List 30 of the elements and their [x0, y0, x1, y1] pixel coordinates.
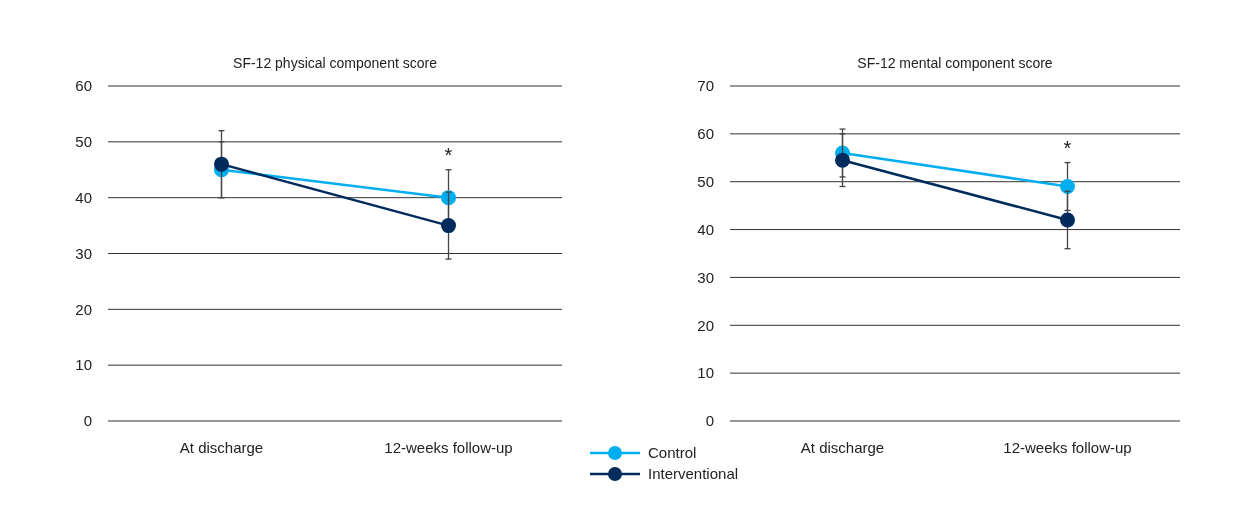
annotation: * [444, 143, 453, 166]
y-tick-label: 10 [697, 364, 714, 382]
point [441, 218, 456, 234]
x-tick-label: 12-weeks follow-up [384, 439, 513, 456]
y-tick-label: 20 [75, 300, 92, 318]
x-tick-label: At discharge [179, 439, 264, 456]
y-tick-label: 60 [75, 77, 92, 95]
y-tick-label: 50 [75, 133, 92, 151]
y-tick-label: 0 [705, 412, 714, 430]
y-tick-label: 50 [697, 172, 714, 190]
point [214, 156, 229, 172]
y-tick-label: 10 [75, 356, 92, 374]
y-tick-label: 60 [697, 125, 714, 143]
legend-label: Control [648, 444, 697, 462]
y-tick-label: 30 [697, 268, 714, 286]
legend-label: Interventional [648, 465, 739, 483]
chart-title: SF-12 mental component score [857, 55, 1053, 71]
y-tick-label: 70 [697, 77, 714, 95]
y-tick-label: 20 [697, 316, 714, 334]
chart-title: SF-12 physical component score [233, 55, 438, 71]
x-tick-label: At discharge [800, 439, 885, 456]
point [1060, 212, 1075, 228]
point [1060, 179, 1075, 194]
x-tick-label: 12-weeks follow-up [1003, 439, 1132, 456]
point [835, 152, 850, 168]
y-tick-label: 40 [75, 188, 92, 206]
y-tick-label: 40 [697, 220, 714, 238]
annotation: * [1063, 136, 1072, 159]
y-tick-label: 30 [75, 244, 92, 262]
y-tick-label: 0 [83, 412, 92, 430]
